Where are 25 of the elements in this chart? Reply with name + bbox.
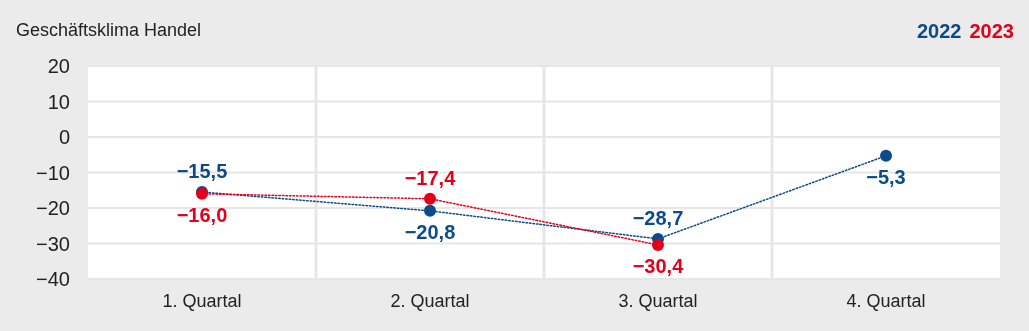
x-tick-label: 1. Quartal <box>162 291 242 311</box>
y-tick-label: 10 <box>47 90 70 113</box>
point <box>424 204 436 217</box>
y-tick-label: −40 <box>36 268 70 290</box>
text: 2022 <box>917 20 962 42</box>
y-tick-label: −20 <box>36 197 70 219</box>
data-label: −28,7 <box>632 206 684 229</box>
x-tick-label: 3. Quartal <box>618 291 698 311</box>
point <box>880 149 892 162</box>
point <box>652 238 664 251</box>
data-label: −5,3 <box>866 165 906 188</box>
y-tick-label: 0 <box>58 126 70 148</box>
x-tick-label: 2. Quartal <box>390 291 470 311</box>
y-tick-label: −10 <box>36 161 70 184</box>
data-label: −16,0 <box>176 203 228 226</box>
data-label: −17,4 <box>404 166 457 189</box>
x-tick-label: 4. Quartal <box>846 291 926 311</box>
y-tick-label: 20 <box>47 55 70 77</box>
text: 2023 <box>969 20 1014 42</box>
data-label: −20,8 <box>404 220 456 243</box>
y-tick-label: −30 <box>36 232 70 255</box>
data-label: −15,5 <box>176 160 228 183</box>
data-label: −30,4 <box>632 254 685 277</box>
point <box>424 192 436 205</box>
chart-title: Geschäftsklima Handel <box>16 20 202 40</box>
